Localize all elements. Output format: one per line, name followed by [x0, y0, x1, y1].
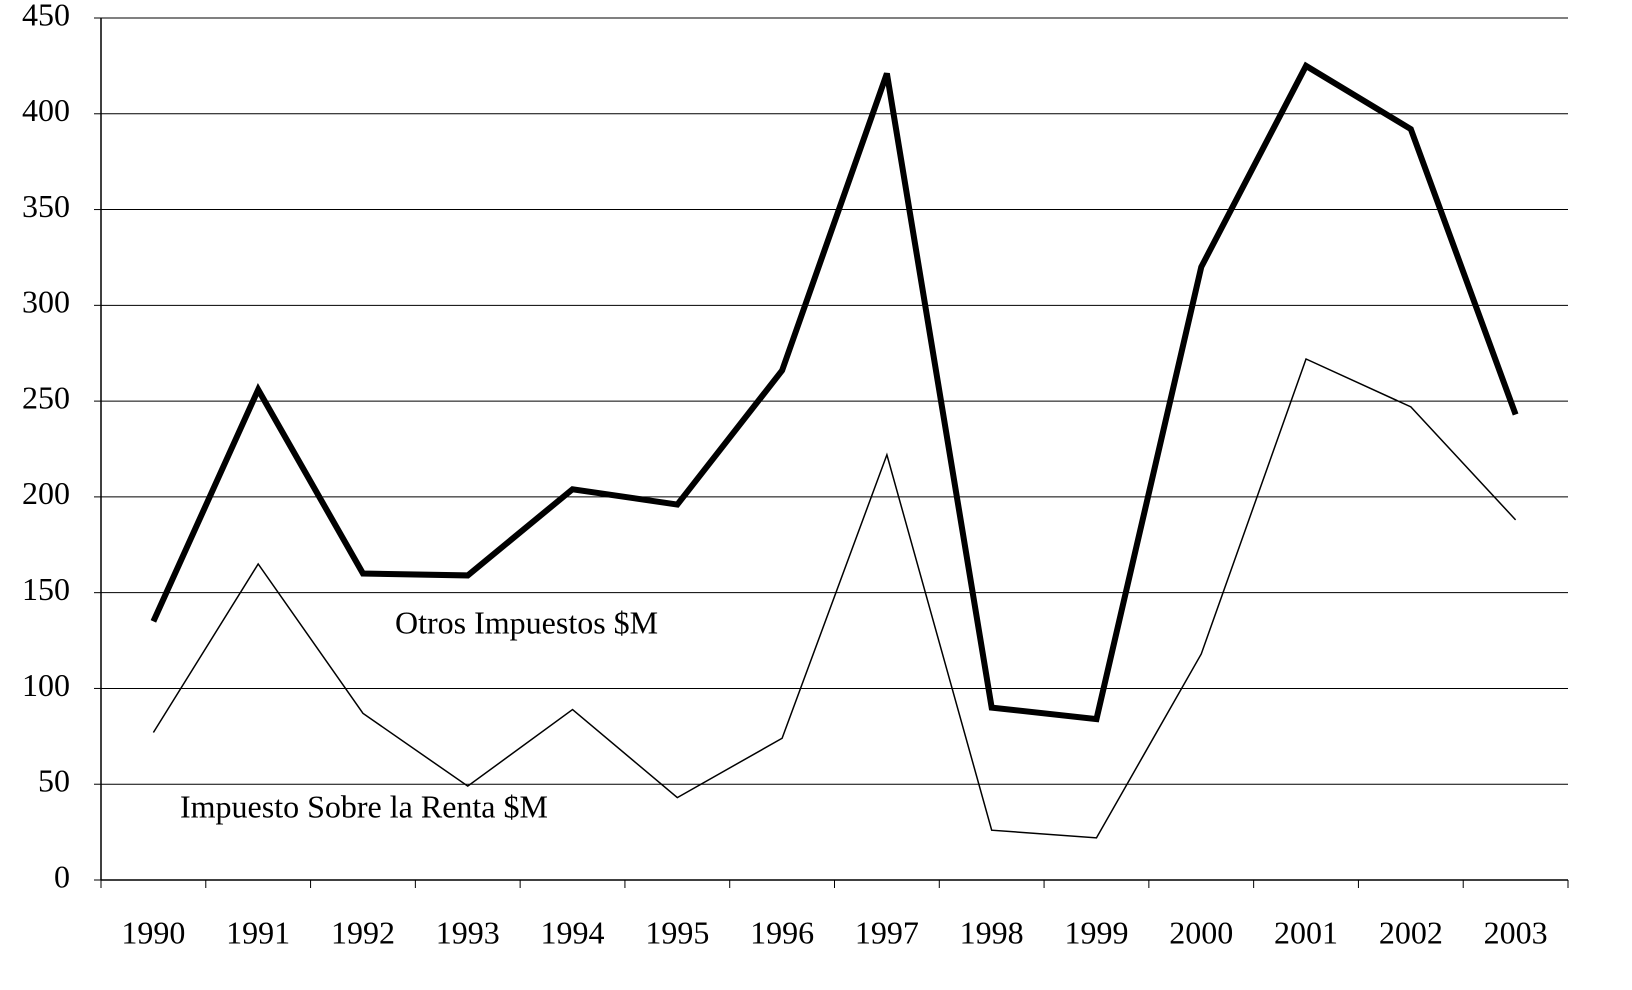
series-line [152, 357, 1517, 839]
x-tick-label: 1996 [750, 914, 814, 950]
x-tick-label: 1997 [855, 914, 919, 950]
x-tick-label: 2001 [1274, 914, 1338, 950]
y-tick-label: 350 [22, 188, 70, 224]
x-tick-label: 1992 [331, 914, 395, 950]
x-tick-label: 2002 [1379, 914, 1443, 950]
y-tick-label: 200 [22, 475, 70, 511]
y-tick-label: 50 [38, 763, 70, 799]
y-tick-label: 300 [22, 284, 70, 320]
x-tick-label: 1999 [1064, 914, 1128, 950]
y-tick-label: 100 [22, 667, 70, 703]
y-tick-label: 400 [22, 92, 70, 128]
series-label: Impuesto Sobre la Renta $M [180, 788, 548, 824]
x-tick-label: 1991 [226, 914, 290, 950]
series-label: Otros Impuestos $M [395, 604, 658, 640]
y-tick-label: 150 [22, 571, 70, 607]
x-tick-label: 2003 [1484, 914, 1548, 950]
x-tick-label: 1998 [960, 914, 1024, 950]
x-tick-label: 1990 [121, 914, 185, 950]
y-tick-label: 0 [54, 858, 70, 894]
x-tick-label: 1995 [645, 914, 709, 950]
y-tick-label: 250 [22, 379, 70, 415]
x-tick-label: 2000 [1169, 914, 1233, 950]
series-line [150, 61, 1519, 723]
y-tick-label: 450 [22, 0, 70, 32]
x-tick-label: 1994 [541, 914, 605, 950]
x-tick-label: 1993 [436, 914, 500, 950]
